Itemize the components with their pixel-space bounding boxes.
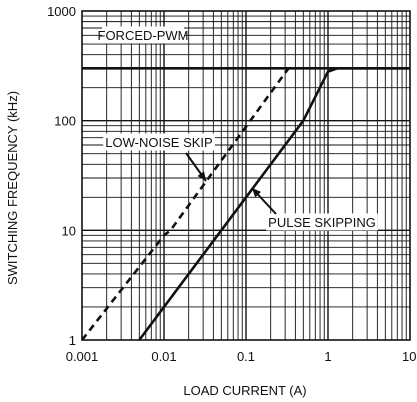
annotation-forced-pwm-bg: [102, 26, 184, 44]
annotation-pulse-skipping-bg: [266, 213, 378, 231]
y-tick-label: 10: [62, 223, 76, 238]
x-tick-label: 0.01: [151, 349, 176, 364]
arrow-low-noise-skip-head: [197, 171, 206, 181]
annotations: FORCED-PWM LOW-NOISE SKIP PULSE SKIPPING: [98, 26, 378, 231]
series-low-noise-skip: [80, 67, 290, 341]
plot-frame: [81, 10, 411, 341]
y-axis-title: SWITCHING FREQUENCY (kHz): [5, 91, 20, 285]
x-axis-title: LOAD CURRENT (A): [183, 383, 306, 398]
tick-labels: 0.001 0.01 0.1 1 10 1 10 100 1000: [47, 4, 416, 364]
y-tick-label: 1000: [47, 4, 76, 19]
annotation-low-noise-skip-bg: [103, 133, 215, 151]
arrow-pulse-skipping-head: [252, 188, 262, 198]
annotation-pulse-skipping: PULSE SKIPPING: [268, 215, 376, 230]
x-tick-label: 0.001: [66, 349, 99, 364]
y-tick-label: 100: [54, 114, 76, 129]
y-tick-label: 1: [69, 333, 76, 348]
grid: [81, 10, 411, 341]
x-tick-label: 1: [324, 349, 331, 364]
series-pulse-skipping: [138, 67, 410, 341]
annotation-low-noise-skip: LOW-NOISE SKIP: [105, 135, 212, 150]
x-tick-label: 10: [402, 349, 416, 364]
annotation-forced-pwm: FORCED-PWM: [98, 28, 189, 43]
series-group: [80, 67, 410, 341]
x-tick-label: 0.1: [237, 349, 255, 364]
